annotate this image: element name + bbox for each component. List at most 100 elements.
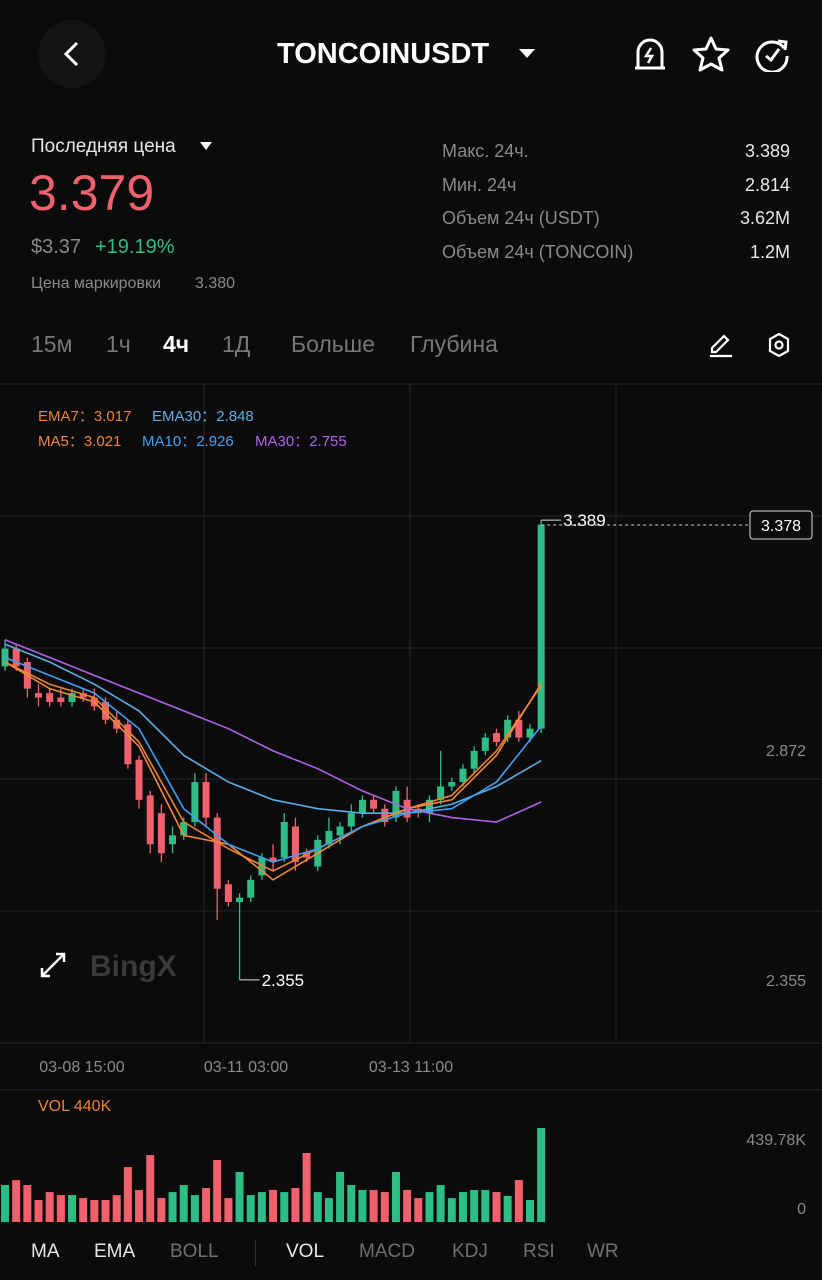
y-tick-label: 2.872 [766, 743, 806, 760]
volume-title: VOL 440K [38, 1098, 112, 1115]
favorite-icon[interactable] [692, 36, 730, 72]
volume-bar [235, 1171, 244, 1222]
candle-body [35, 693, 43, 698]
candle-body [358, 799, 366, 814]
last-price: 3.379 [29, 165, 155, 221]
refresh-icon[interactable] [754, 36, 790, 72]
indicator-tab[interactable]: EMA [94, 1241, 136, 1262]
candle-body [325, 830, 333, 845]
candle-body [57, 697, 65, 702]
candle-body [146, 795, 154, 845]
back-button[interactable] [36, 18, 108, 90]
legend-item: EMA73.017 [38, 405, 131, 426]
symbol[interactable]: TONCOINUSDT [277, 38, 490, 70]
symbol-dropdown[interactable] [518, 48, 536, 60]
volume-bar [179, 1185, 188, 1222]
indicator-tab[interactable]: BOLL [170, 1241, 219, 1262]
timeframe[interactable]: Больше [291, 331, 376, 357]
candle-body [213, 817, 221, 889]
legend-name: MA5 [38, 433, 84, 450]
volume-bar [90, 1199, 99, 1222]
candle-body [180, 822, 188, 836]
volume-bar [503, 1195, 512, 1222]
candle-body [224, 884, 232, 903]
volume-bar [56, 1195, 65, 1222]
candle-body [492, 733, 500, 743]
stat-label: Макс. 24ч. [442, 141, 529, 161]
timeframe[interactable]: 1ч [106, 331, 131, 357]
legend-name: EMA7 [38, 408, 94, 425]
legend-name: MA10 [142, 433, 196, 450]
candle-body [79, 693, 87, 698]
candle-body [459, 768, 467, 783]
volume-bar [224, 1198, 233, 1222]
settings-icon[interactable] [766, 332, 792, 358]
volume-tick-label: 439.78K [746, 1132, 806, 1149]
volume-bar [514, 1180, 523, 1222]
legend-name: MA30 [255, 433, 309, 450]
stat-value: 2.814 [744, 174, 790, 195]
legend-value: 2.755 [309, 433, 347, 450]
candle-body [347, 813, 355, 827]
indicator-tab[interactable]: MACD [359, 1241, 415, 1262]
indicator-line [4, 643, 542, 814]
timeframe[interactable]: Глубина [410, 331, 498, 357]
candle-body [202, 782, 210, 818]
volume-bar [358, 1189, 367, 1222]
x-tick-label: 03-08 15:00 [39, 1059, 125, 1076]
candle-body [336, 826, 344, 836]
candle-body [269, 857, 277, 863]
legend-value: 2.926 [196, 433, 234, 450]
last-price-label: 3.378 [761, 518, 801, 535]
legend-value: 3.017 [93, 408, 132, 425]
candle-body [46, 693, 54, 702]
tab-divider [255, 1240, 256, 1266]
price-dropdown[interactable] [199, 141, 213, 151]
stat-label: Объем 24ч (USDT) [442, 208, 600, 228]
candle-body [504, 719, 512, 738]
indicator-tab[interactable]: WR [587, 1241, 619, 1262]
volume-bar [1, 1185, 9, 1222]
min-label: 2.355 [262, 971, 305, 990]
indicator-tab[interactable]: RSI [523, 1241, 555, 1262]
volume-bar [336, 1171, 345, 1222]
candle-body [470, 750, 478, 769]
mark-price-label: Цена маркировки [31, 275, 161, 292]
volume-bar [481, 1189, 490, 1222]
indicator-tab[interactable]: MA [31, 1241, 60, 1262]
volume-bar [291, 1188, 300, 1222]
candle-body [280, 822, 288, 858]
volume-bar [470, 1189, 479, 1222]
volume-bar [101, 1199, 110, 1222]
candle-body [135, 759, 143, 800]
indicator-line [4, 661, 542, 881]
volume-bar [112, 1195, 121, 1222]
last-price-label[interactable]: Последняя цена [31, 136, 176, 157]
volume-bar [257, 1192, 266, 1222]
mark-price: 3.380 [195, 275, 236, 292]
legend-item: MA302.755 [255, 430, 347, 451]
draw-icon[interactable] [708, 332, 734, 358]
timeframe[interactable]: 1Д [222, 331, 251, 357]
candle-body [169, 835, 177, 845]
x-tick-label: 03-11 03:00 [204, 1059, 288, 1076]
volume-bar [403, 1189, 412, 1222]
indicator-tab[interactable]: VOL [286, 1241, 325, 1262]
candle-body [381, 808, 389, 823]
timeframe[interactable]: 15м [31, 331, 73, 357]
indicator-line [4, 639, 542, 823]
indicator-tab[interactable]: KDJ [452, 1241, 488, 1262]
candle-body [425, 799, 433, 814]
volume-bar [324, 1198, 333, 1222]
candle-body [537, 524, 545, 729]
fullscreen-icon[interactable] [40, 952, 66, 978]
volume-bar [123, 1167, 132, 1222]
x-tick-label: 03-13 11:00 [369, 1059, 453, 1076]
volume-bar [34, 1199, 43, 1222]
volume-tick-label: 0 [797, 1201, 806, 1218]
legend-name: EMA30 [152, 408, 216, 425]
timeframe[interactable]: 4ч [163, 331, 190, 357]
volume-bar [213, 1160, 222, 1222]
alert-icon[interactable] [632, 36, 668, 72]
